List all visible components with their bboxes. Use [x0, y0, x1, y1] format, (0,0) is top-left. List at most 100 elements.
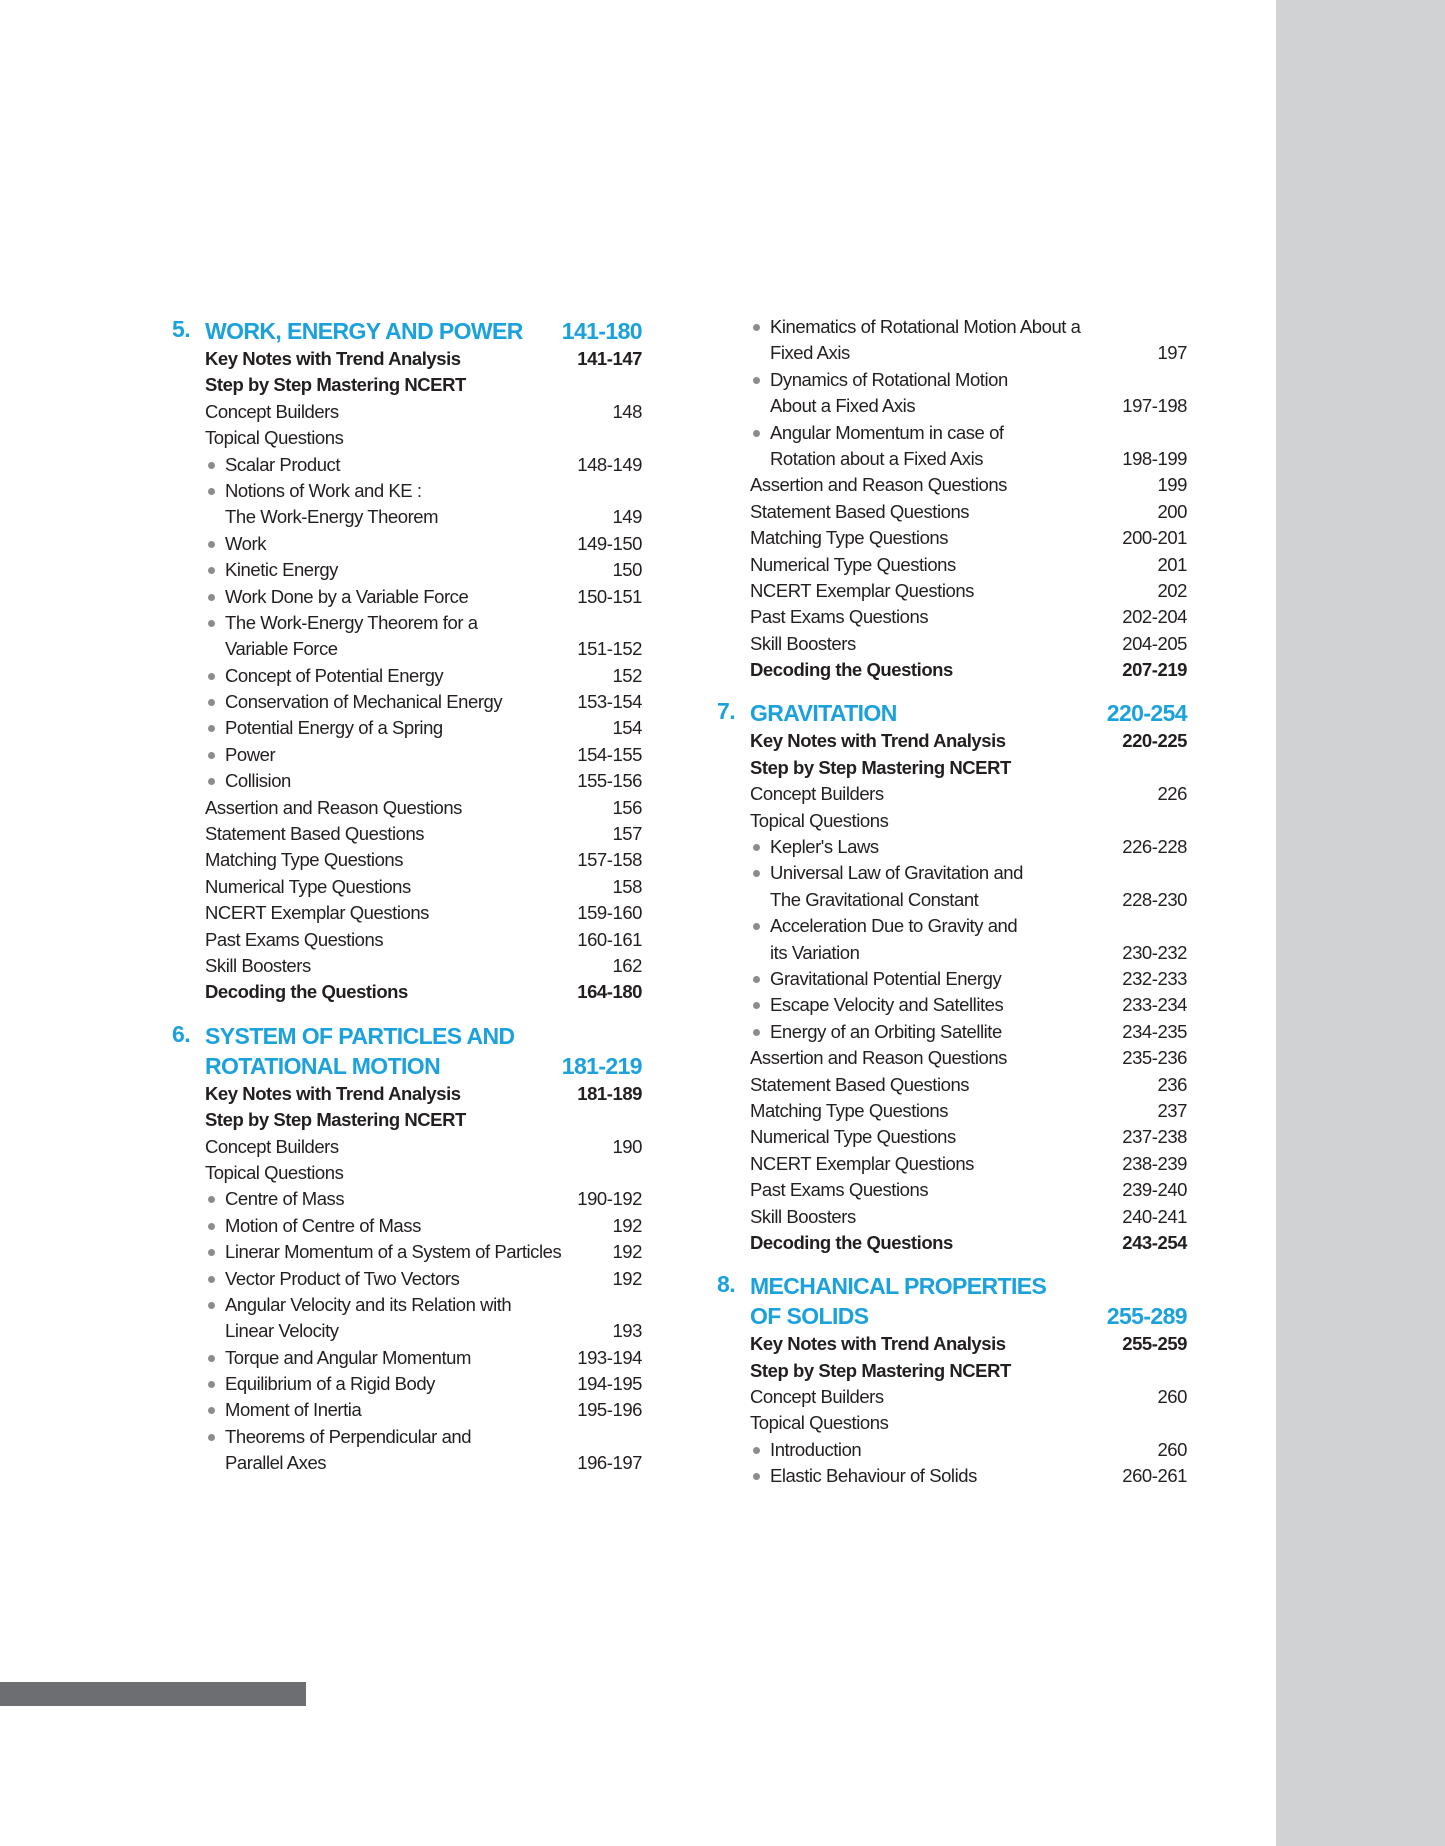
toc-entry[interactable]: Key Notes with Trend Analysis 141-147 — [172, 346, 642, 372]
toc-entry-line: Parallel Axes — [225, 1452, 327, 1474]
toc-entry-pages: 226-228 — [1122, 836, 1187, 858]
toc-entry-pages: 234-235 — [1122, 1020, 1187, 1042]
toc-entry[interactable]: Notions of Work and KE : The Work-Energy … — [172, 478, 642, 531]
toc-entry-line: Torque and Angular Momentum — [225, 1346, 471, 1368]
toc-entry[interactable]: Decoding the Questions 243-254 — [717, 1230, 1187, 1256]
toc-entry[interactable]: Work Done by a Variable Force 150-151 — [172, 584, 642, 610]
toc-entry[interactable]: Conservation of Mechanical Energy 153-154 — [172, 689, 642, 715]
toc-entry[interactable]: Concept Builders 148 — [172, 399, 642, 425]
toc-entry[interactable]: NCERT Exemplar Questions 159-160 — [172, 900, 642, 926]
toc-entry[interactable]: Assertion and Reason Questions 235-236 — [717, 1045, 1187, 1071]
bullet-icon — [753, 844, 760, 852]
toc-entry[interactable]: Torque and Angular Momentum 193-194 — [172, 1345, 642, 1371]
toc-entry[interactable]: Moment of Inertia 195-196 — [172, 1397, 642, 1423]
toc-entry[interactable]: Step by Step Mastering NCERT — [717, 1358, 1187, 1384]
toc-entry[interactable]: Past Exams Questions 239-240 — [717, 1177, 1187, 1203]
toc-entry[interactable]: Centre of Mass 190-192 — [172, 1186, 642, 1212]
chapter-heading[interactable]: 7. GRAVITATION 220-254 — [717, 698, 1188, 728]
toc-entry-line: Concept of Potential Energy — [225, 664, 444, 686]
toc-column-left: 5. WORK, ENERGY AND POWER 141-180 Key Notes… — [172, 316, 643, 1477]
toc-entry[interactable]: Matching Type Questions 237 — [717, 1098, 1187, 1124]
toc-entry[interactable]: Concept Builders 190 — [172, 1134, 642, 1160]
toc-entry[interactable]: Matching Type Questions 200-201 — [717, 525, 1187, 551]
toc-entry[interactable]: Assertion and Reason Questions 156 — [172, 795, 642, 821]
toc-entry[interactable]: Gravitational Potential Energy 232-233 — [717, 966, 1187, 992]
toc-entry-pages: 237 — [1157, 1099, 1187, 1121]
toc-entry[interactable]: Linerar Momentum of a System of Particle… — [172, 1239, 642, 1265]
chapter-heading[interactable]: 6. SYSTEM OF PARTICLES AND ROTATIONAL MOTI… — [172, 1021, 643, 1081]
toc-entry-pages: 199 — [1157, 474, 1187, 496]
toc-entry[interactable]: Escape Velocity and Satellites 233-234 — [717, 992, 1187, 1018]
toc-entry[interactable]: NCERT Exemplar Questions 202 — [717, 578, 1187, 604]
toc-entry[interactable]: Assertion and Reason Questions 199 — [717, 472, 1187, 498]
toc-entry[interactable]: Kepler's Laws 226-228 — [717, 834, 1187, 860]
toc-entry[interactable]: Concept Builders 226 — [717, 781, 1187, 807]
toc-entry[interactable]: Kinematics of Rotational Motion About a F… — [717, 314, 1187, 367]
toc-entry[interactable]: Potential Energy of a Spring 154 — [172, 715, 642, 741]
toc-entry[interactable]: Past Exams Questions 202-204 — [717, 604, 1187, 630]
toc-entry-line: Skill Boosters — [750, 1205, 856, 1227]
toc-entry[interactable]: Key Notes with Trend Analysis 255-259 — [717, 1331, 1187, 1357]
toc-entry-line: Linear Velocity — [225, 1320, 339, 1342]
toc-entry[interactable]: Motion of Centre of Mass 192 — [172, 1213, 642, 1239]
toc-entry[interactable]: Topical Questions — [717, 808, 1187, 834]
toc-entry[interactable]: Past Exams Questions 160-161 — [172, 927, 642, 953]
toc-entry[interactable]: Matching Type Questions 157-158 — [172, 847, 642, 873]
toc-entry[interactable]: Step by Step Mastering NCERT — [172, 372, 642, 398]
toc-entry[interactable]: Equilibrium of a Rigid Body 194-195 — [172, 1371, 642, 1397]
toc-entry[interactable]: Vector Product of Two Vectors 192 — [172, 1266, 642, 1292]
toc-entry-label: Skill Boosters — [750, 1204, 1122, 1230]
toc-entry[interactable]: Collision 155-156 — [172, 768, 642, 794]
toc-entry-pages: 197-198 — [1122, 395, 1187, 417]
toc-entry[interactable]: Introduction 260 — [717, 1437, 1187, 1463]
toc-entry[interactable]: Topical Questions — [172, 425, 642, 451]
toc-entry[interactable]: Skill Boosters 204-205 — [717, 631, 1187, 657]
toc-entry[interactable]: Theorems of Perpendicular and Parallel Ax… — [172, 1424, 642, 1477]
toc-entry[interactable]: Concept of Potential Energy 152 — [172, 663, 642, 689]
toc-entry[interactable]: The Work-Energy Theorem for a Variable Fo… — [172, 610, 642, 663]
toc-entry[interactable]: Statement Based Questions 157 — [172, 821, 642, 847]
chapter-heading[interactable]: 5. WORK, ENERGY AND POWER 141-180 — [172, 316, 643, 346]
toc-entry[interactable]: Statement Based Questions 236 — [717, 1072, 1187, 1098]
toc-entry[interactable]: Energy of an Orbiting Satellite 234-235 — [717, 1019, 1187, 1045]
toc-entry[interactable]: Numerical Type Questions 201 — [717, 552, 1187, 578]
toc-entry[interactable]: Angular Velocity and its Relation with Li… — [172, 1292, 642, 1345]
toc-entry[interactable]: Decoding the Questions 164-180 — [172, 979, 642, 1005]
toc-entry[interactable]: Key Notes with Trend Analysis 220-225 — [717, 728, 1187, 754]
toc-entry[interactable]: Kinetic Energy 150 — [172, 557, 642, 583]
toc-entry[interactable]: Work 149-150 — [172, 531, 642, 557]
toc-entry-pages: 160-161 — [577, 928, 642, 950]
toc-entry-label: Skill Boosters — [750, 631, 1122, 657]
toc-entry-label: Assertion and Reason Questions — [750, 472, 1157, 498]
chapter-title: MECHANICAL PROPERTIES OF SOLIDS — [750, 1271, 1107, 1331]
bullet-icon — [208, 778, 215, 786]
toc-entry[interactable]: Skill Boosters 162 — [172, 953, 642, 979]
toc-entry-line: Centre of Mass — [225, 1188, 345, 1210]
chapter-heading[interactable]: 8. MECHANICAL PROPERTIES OF SOLIDS 255-289 — [717, 1271, 1188, 1331]
toc-entry[interactable]: Dynamics of Rotational Motion About a Fix… — [717, 367, 1187, 420]
toc-entry[interactable]: NCERT Exemplar Questions 238-239 — [717, 1151, 1187, 1177]
toc-entry[interactable]: Numerical Type Questions 237-238 — [717, 1124, 1187, 1150]
toc-entry[interactable]: Decoding the Questions 207-219 — [717, 657, 1187, 683]
toc-entry[interactable]: Numerical Type Questions 158 — [172, 874, 642, 900]
chapter-title-line: MECHANICAL PROPERTIES — [750, 1273, 1047, 1300]
toc-entry[interactable]: Topical Questions — [717, 1410, 1187, 1436]
toc-entry-pages: 164-180 — [577, 981, 642, 1003]
toc-entry[interactable]: Topical Questions — [172, 1160, 642, 1186]
toc-entry[interactable]: Angular Momentum in case of Rotation abou… — [717, 420, 1187, 473]
toc-entry[interactable]: Acceleration Due to Gravity and its Varia… — [717, 913, 1187, 966]
toc-entry-label: Concept Builders — [750, 781, 1157, 807]
toc-entry[interactable]: Concept Builders 260 — [717, 1384, 1187, 1410]
toc-entry[interactable]: Step by Step Mastering NCERT — [172, 1107, 642, 1133]
toc-entry-pages: 153-154 — [577, 691, 642, 713]
toc-entry-line: Past Exams Questions — [205, 928, 384, 950]
toc-entry[interactable]: Step by Step Mastering NCERT — [717, 755, 1187, 781]
toc-entry[interactable]: Statement Based Questions 200 — [717, 499, 1187, 525]
toc-entry[interactable]: Scalar Product 148-149 — [172, 452, 642, 478]
toc-entry[interactable]: Skill Boosters 240-241 — [717, 1204, 1187, 1230]
toc-entry[interactable]: Key Notes with Trend Analysis 181-189 — [172, 1081, 642, 1107]
toc-entry[interactable]: Power 154-155 — [172, 742, 642, 768]
toc-entry[interactable]: Elastic Behaviour of Solids 260-261 — [717, 1463, 1187, 1489]
bullet-icon — [208, 1249, 215, 1257]
toc-entry[interactable]: Universal Law of Gravitation and The Grav… — [717, 860, 1187, 913]
